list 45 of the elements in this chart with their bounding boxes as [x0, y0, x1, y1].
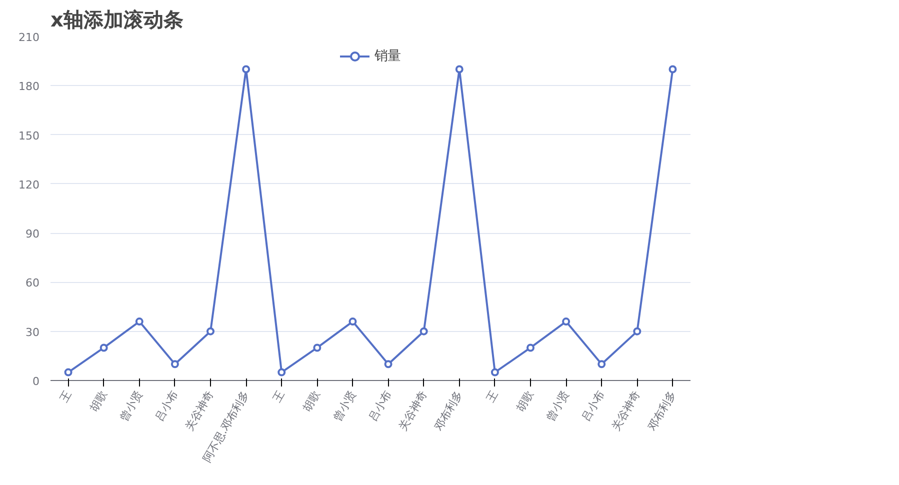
x-tick-label: 胡歌: [514, 388, 536, 414]
x-tick-label: 王: [57, 388, 74, 404]
point: [242, 65, 250, 74]
point: [206, 327, 214, 336]
chart-title: x轴添加滚动条: [50, 8, 184, 32]
x-tick-label: 邓布利多: [432, 388, 466, 433]
y-tick-label: 120: [18, 178, 40, 192]
x-tick-label: 曾小贤: [544, 388, 572, 424]
y-tick-label: 0: [32, 375, 40, 388]
x-tick-label: 王: [484, 388, 501, 404]
point: [64, 368, 72, 376]
x-tick-label: 胡歌: [87, 388, 110, 414]
point: [170, 360, 179, 368]
point: [455, 65, 464, 74]
y-tick-label: 30: [26, 326, 40, 339]
x-tick-label: 关谷神奇: [610, 388, 643, 433]
x-tick-label: 曾小贤: [330, 388, 358, 424]
y-tick-label: 60: [26, 276, 40, 290]
x-tick-label: 曾小贤: [117, 388, 146, 424]
point: [668, 65, 677, 74]
point: [313, 344, 322, 352]
point: [135, 318, 144, 326]
point: [633, 327, 642, 336]
x-tick-label: 关谷神奇: [396, 388, 430, 433]
y-tick-label: 210: [18, 31, 40, 44]
point: [490, 368, 499, 376]
point: [384, 360, 392, 368]
point: [526, 344, 534, 352]
legend-label: 销量: [374, 48, 400, 65]
x-tick-label: 王: [270, 388, 288, 404]
y-tick-label: 180: [18, 80, 40, 94]
x-tick-label: 关谷神奇: [182, 388, 216, 433]
point: [100, 344, 108, 352]
x-tick-label: 胡歌: [300, 388, 323, 414]
y-tick-label: 90: [26, 228, 40, 241]
point: [278, 368, 286, 376]
point: [420, 327, 428, 336]
x-tick-label: 吕小布: [579, 388, 608, 424]
x-tick-label: 吕小布: [152, 388, 181, 424]
point: [562, 318, 570, 326]
x-tick-label: 邓布利多: [645, 388, 678, 433]
point: [348, 318, 357, 326]
y-tick-label: 150: [18, 129, 40, 142]
x-tick-label: 吕小布: [366, 388, 394, 424]
point: [598, 360, 606, 368]
